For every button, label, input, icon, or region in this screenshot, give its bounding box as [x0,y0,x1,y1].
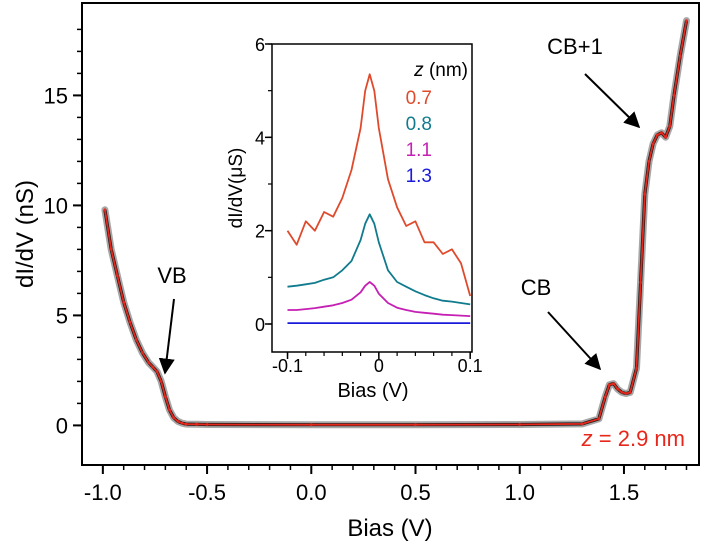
main-data-point [620,391,624,394]
main-data-point [655,133,659,137]
main-data-point [195,422,199,426]
main-data-point [603,395,607,399]
main-data-point [141,351,144,355]
inset-y-tick-label: 2 [255,222,265,242]
inset-series-group [286,73,472,325]
main-x-tick-label: -1.0 [84,480,122,505]
inset-x-tick-label: 0 [374,356,384,376]
inset-legend-title: z (nm) [413,60,468,81]
inset-x-tick-label: -0.1 [272,356,303,376]
main-data-point [168,408,171,412]
main-data-point [672,94,676,97]
inset-x-tick-labels: -0.1 0 0.1 [272,356,483,376]
inset-legend-entry: 0.8 [406,114,432,135]
main-y-tick-labels: 0 5 10 15 [44,83,68,438]
main-data-point [668,124,672,128]
main-data-point [134,338,138,341]
main-data-point [414,423,417,427]
vb-annotation-label: VB [157,263,186,288]
inset-y-tick-labels: 0 2 4 6 [255,35,265,335]
main-y-tick-label: 10 [44,193,68,218]
inset-series-line-1-1 [287,281,471,317]
main-x-tick-label: 0.5 [400,480,431,505]
main-data-point [664,135,667,139]
main-data-point [616,387,620,391]
main-x-axis-label: Bias (V) [347,515,432,542]
inset-y-tick-label: 0 [255,315,265,335]
main-x-tick-label: -0.5 [188,480,226,505]
main-x-tick-label: 1.5 [609,480,640,505]
main-x-tick-labels: -1.0 -0.5 0.0 0.5 1.0 1.5 [84,480,639,505]
main-data-point [205,423,209,426]
main-data-point [151,365,155,369]
inset-legend-entry: 0.7 [406,88,432,109]
inset-y-tick-label: 4 [255,128,265,148]
cb-arrow [547,311,602,371]
main-y-tick-label: 5 [56,303,68,328]
main-plot-frame [81,2,700,466]
inset-legend: 0.7 0.8 1.1 1.3 [406,88,432,187]
main-data-point [643,193,647,196]
main-data-point [647,160,651,163]
inset-tick-group [265,43,471,359]
main-data-point [164,395,167,399]
main-data-point [660,131,663,135]
cb-annotation-label: CB [521,275,552,300]
inset-x-tick-label: 0.1 [458,356,483,376]
inset-background [272,44,472,352]
main-tick-group [73,28,688,474]
main-data-point [678,54,682,58]
main-data-point [155,370,159,373]
main-data-point [180,421,184,425]
main-x-tick-label: 0.0 [296,480,327,505]
z-value-label: z = 2.9 nm [581,426,685,451]
main-data-point [147,361,151,365]
main-data-point [109,248,113,251]
main-data-point [159,380,163,383]
main-data-point [103,208,107,212]
main-data-point [624,392,628,395]
main-data-point [122,300,126,304]
main-data-point [597,417,601,421]
main-data-point [651,142,655,146]
main-data-point [580,422,584,426]
inset-series-line-0-7 [286,73,472,297]
main-y-tick-label: 15 [44,83,68,108]
main-plot: -1.0 -0.5 0.0 0.5 1.0 1.5 0 5 10 15 Bias (V) dI/… [12,2,700,542]
main-series-group [101,17,690,429]
inset-x-axis-label: Bias (V) [337,380,408,402]
main-data-point [628,391,632,394]
inset-plot-frame [271,43,473,353]
cb1-arrow [584,73,641,129]
main-data-point [518,423,522,426]
main-data-point [184,422,188,426]
inset-y-tick-label: 6 [255,35,265,55]
main-y-tick-label: 0 [56,413,68,438]
inset-series-line-0-8 [287,213,471,306]
main-data-point [309,423,313,427]
cb1-annotation-label: CB+1 [547,34,603,59]
main-data-point [612,382,615,385]
main-data-point [172,416,176,420]
main-data-point [128,320,132,324]
main-data-point [116,274,119,278]
main-data-point [608,383,611,387]
inset-y-axis-label: dI/dV(μS) [226,148,247,229]
inset-legend-entry: 1.1 [406,140,432,161]
main-data-point [639,281,642,284]
main-data-point [176,420,180,423]
main-x-tick-label: 1.0 [504,480,535,505]
inset-legend-entry: 1.3 [406,166,432,187]
main-data-point [685,19,688,22]
main-y-axis-label: dI/dV (nS) [12,180,39,288]
main-data-point [635,366,638,370]
vb-arrow [158,298,175,375]
